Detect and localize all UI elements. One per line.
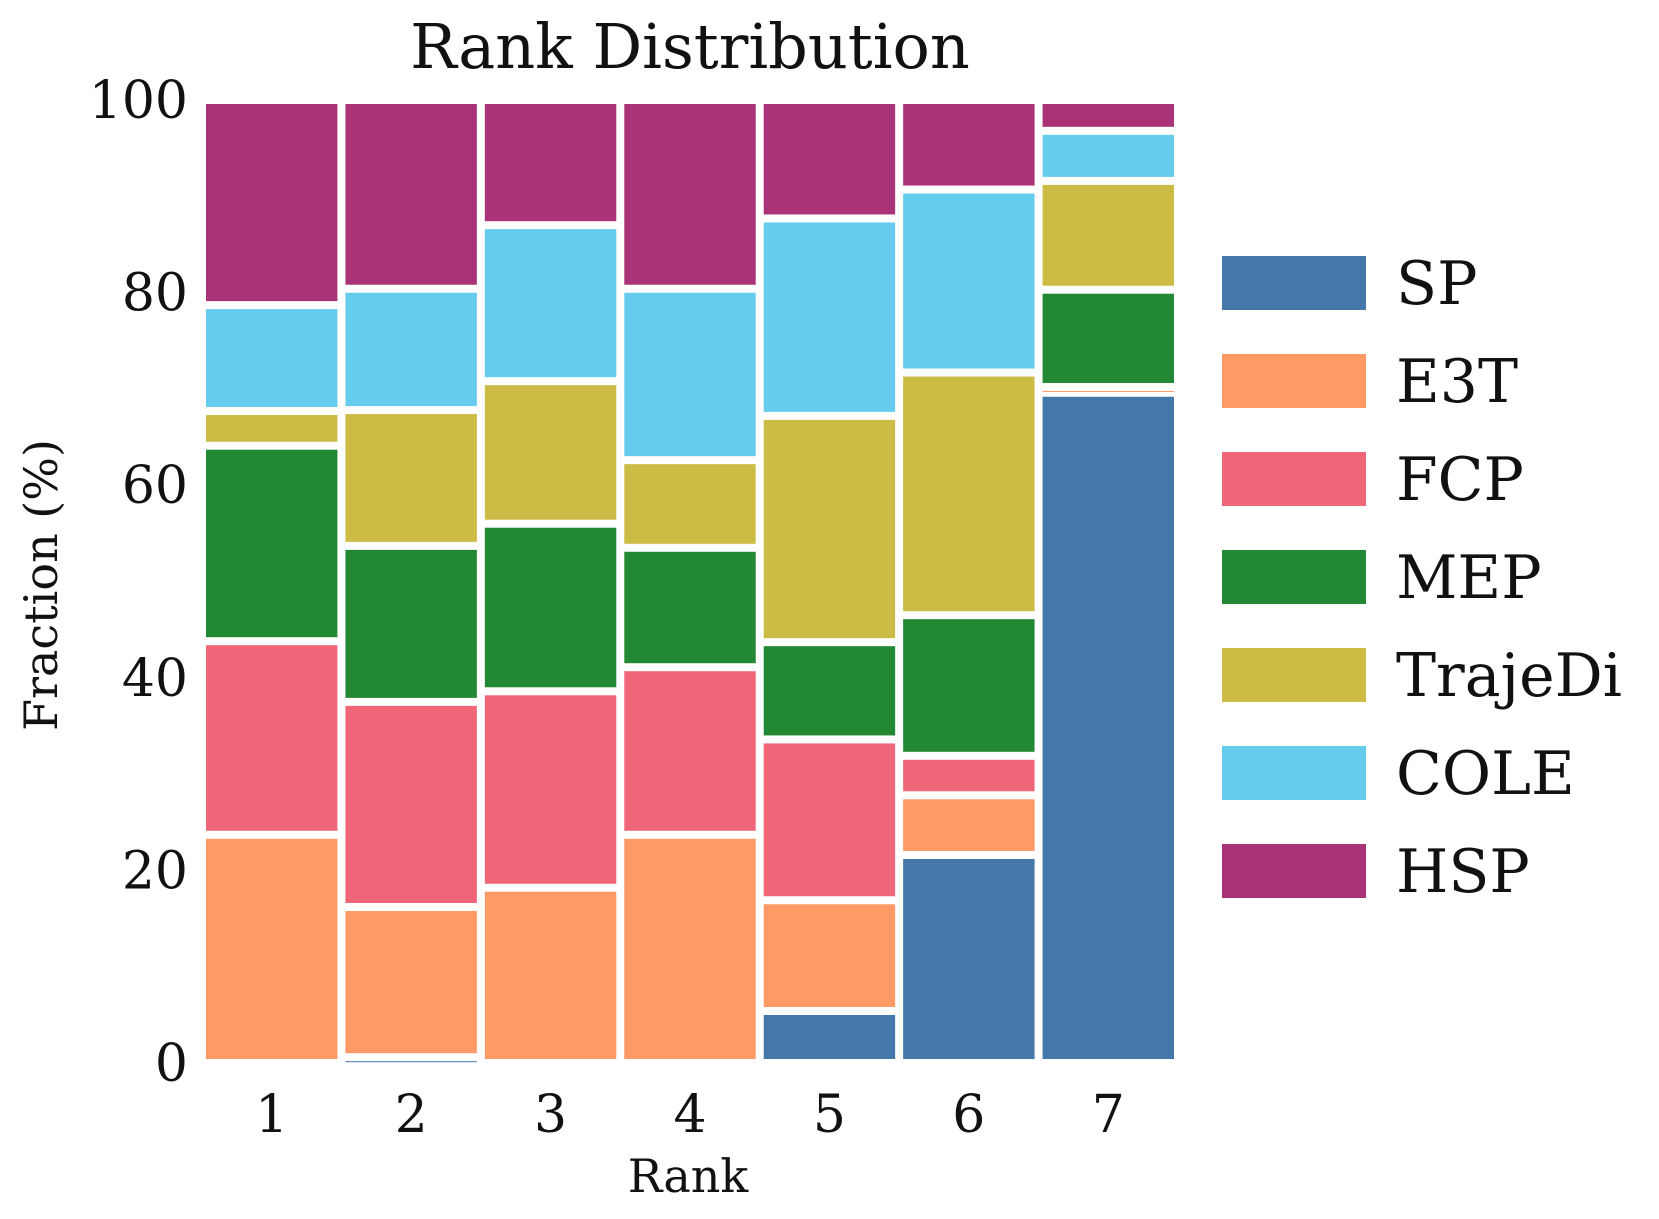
bar-hsp-rank-1: [206, 104, 338, 302]
bar-e3t-rank-5: [763, 904, 896, 1007]
bar-trajedi-rank-7: [1042, 184, 1174, 286]
legend-label-trajedi: TrajeDi: [1396, 641, 1622, 711]
y-tick-label: 20: [122, 841, 188, 901]
y-tick-label: 80: [122, 264, 188, 324]
bar-hsp-rank-4: [624, 104, 756, 285]
legend: SP E3T FCP MEP TrajeDi COLE HSP: [1222, 249, 1622, 907]
legend-swatch-mep: [1222, 550, 1366, 604]
y-tick-label: 0: [155, 1034, 188, 1094]
legend-swatch-sp: [1222, 256, 1366, 310]
bar-mep-rank-1: [206, 449, 338, 638]
bar-sp-rank-7: [1042, 396, 1174, 1059]
bar-mep-rank-2: [345, 549, 477, 698]
y-tick-label: 60: [122, 456, 188, 516]
y-axis-label: Fraction (%): [14, 439, 68, 731]
bar-trajedi-rank-5: [763, 419, 896, 639]
bar-cole-rank-2: [345, 292, 477, 407]
legend-label-sp: SP: [1396, 249, 1477, 319]
legend-swatch-trajedi: [1222, 648, 1366, 702]
bar-fcp-rank-2: [345, 705, 477, 903]
x-tick-label: 1: [255, 1085, 288, 1145]
legend-swatch-e3t: [1222, 354, 1366, 408]
x-tick-label: 2: [395, 1085, 428, 1145]
bar-hsp-rank-3: [484, 104, 617, 222]
bar-e3t-rank-6: [903, 799, 1035, 851]
bar-trajedi-rank-2: [345, 414, 477, 542]
x-axis-ticks: 1 2 3 4 5 6 7: [255, 1085, 1125, 1145]
bar-e3t-rank-3: [484, 891, 617, 1059]
bar-cole-rank-6: [903, 193, 1035, 369]
bar-cole-rank-5: [763, 222, 896, 412]
y-tick-label: 40: [122, 649, 188, 709]
bar-mep-rank-5: [763, 646, 896, 736]
bar-cole-rank-4: [624, 292, 756, 457]
bar-trajedi-rank-6: [903, 376, 1035, 612]
bar-trajedi-rank-3: [484, 385, 617, 520]
x-tick-label: 5: [813, 1085, 846, 1145]
bar-e3t-rank-1: [206, 838, 338, 1059]
bar-e3t-rank-2: [345, 910, 477, 1054]
bar-hsp-rank-5: [763, 104, 896, 215]
bar-cole-rank-3: [484, 229, 617, 378]
x-tick-label: 7: [1092, 1085, 1125, 1145]
bar-fcp-rank-6: [903, 759, 1035, 792]
legend-swatch-fcp: [1222, 452, 1366, 506]
legend-label-cole: COLE: [1396, 739, 1575, 809]
legend-label-e3t: E3T: [1396, 347, 1518, 417]
bar-fcp-rank-4: [624, 671, 756, 831]
bar-cole-rank-1: [206, 309, 338, 408]
x-tick-label: 3: [534, 1085, 567, 1145]
bar-hsp-rank-7: [1042, 104, 1174, 127]
bar-hsp-rank-2: [345, 104, 477, 285]
bar-cole-rank-7: [1042, 134, 1174, 177]
bar-segments: [206, 104, 1174, 1063]
bar-mep-rank-7: [1042, 293, 1174, 383]
x-axis-label: Rank: [628, 1149, 750, 1203]
legend-label-mep: MEP: [1396, 543, 1542, 613]
x-tick-label: 6: [952, 1085, 985, 1145]
chart-title: Rank Distribution: [410, 10, 970, 83]
legend-label-fcp: FCP: [1396, 445, 1524, 515]
bar-mep-rank-4: [624, 551, 756, 664]
bar-sp-rank-5: [763, 1014, 896, 1059]
bar-sp-rank-6: [903, 858, 1035, 1059]
y-tick-label: 100: [89, 71, 188, 131]
bar-fcp-rank-1: [206, 645, 338, 831]
legend-swatch-hsp: [1222, 844, 1366, 898]
bar-mep-rank-3: [484, 527, 617, 688]
legend-swatch-cole: [1222, 746, 1366, 800]
bar-fcp-rank-3: [484, 695, 617, 884]
bar-fcp-rank-5: [763, 743, 896, 897]
bar-sp-rank-2: [345, 1061, 477, 1063]
x-tick-label: 4: [673, 1085, 706, 1145]
bar-hsp-rank-6: [903, 104, 1035, 186]
y-axis-ticks: 0 20 40 60 80 100: [89, 71, 188, 1094]
bar-trajedi-rank-1: [206, 415, 338, 442]
bar-e3t-rank-7: [1042, 390, 1174, 392]
bar-mep-rank-6: [903, 619, 1035, 752]
legend-label-hsp: HSP: [1396, 837, 1530, 907]
bar-e3t-rank-4: [624, 838, 756, 1059]
bar-trajedi-rank-4: [624, 464, 756, 544]
